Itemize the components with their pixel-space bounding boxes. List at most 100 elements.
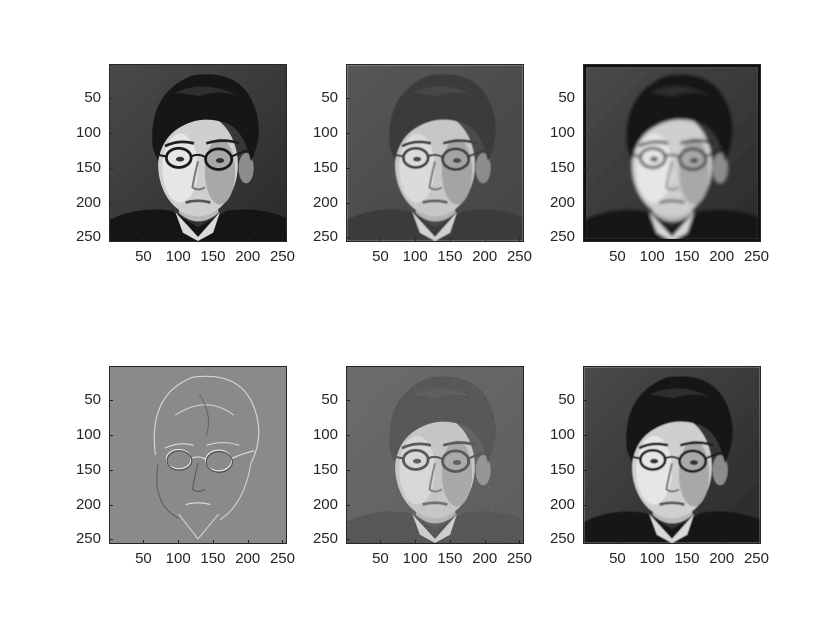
y-tick-mark bbox=[347, 400, 350, 402]
x-tick-label: 250 bbox=[506, 550, 532, 567]
portrait-image bbox=[110, 367, 286, 543]
x-tick-mark bbox=[143, 540, 145, 543]
x-tick-label: 150 bbox=[674, 248, 700, 265]
image-panel-blurred bbox=[583, 64, 761, 242]
x-tick-mark bbox=[178, 238, 180, 241]
y-tick-label: 150 bbox=[549, 460, 575, 478]
x-tick-mark bbox=[449, 238, 451, 241]
x-tick-label: 250 bbox=[269, 550, 295, 567]
portrait-image bbox=[584, 65, 760, 241]
x-tick-mark bbox=[721, 540, 723, 543]
y-tick-mark bbox=[347, 504, 350, 506]
image-panel-original bbox=[109, 64, 287, 242]
x-tick-label: 50 bbox=[609, 248, 626, 265]
y-tick-label: 250 bbox=[75, 530, 101, 548]
y-tick-mark bbox=[347, 539, 350, 541]
y-tick-label: 50 bbox=[84, 89, 101, 107]
x-tick-mark bbox=[212, 540, 214, 543]
x-tick-label: 50 bbox=[372, 248, 389, 265]
y-tick-mark bbox=[584, 202, 587, 204]
y-tick-label: 200 bbox=[75, 495, 101, 513]
x-tick-label: 250 bbox=[269, 248, 295, 265]
x-tick-label: 150 bbox=[437, 550, 463, 567]
y-tick-label: 100 bbox=[549, 124, 575, 142]
y-tick-label: 250 bbox=[312, 530, 338, 548]
portrait-image bbox=[584, 367, 760, 543]
portrait-image bbox=[110, 65, 286, 241]
y-tick-label: 200 bbox=[312, 193, 338, 211]
x-tick-mark bbox=[756, 238, 758, 241]
x-tick-label: 200 bbox=[235, 550, 261, 567]
y-tick-label: 150 bbox=[75, 158, 101, 176]
x-tick-mark bbox=[449, 540, 451, 543]
x-tick-label: 50 bbox=[135, 550, 152, 567]
y-tick-mark bbox=[110, 400, 113, 402]
y-tick-mark bbox=[584, 504, 587, 506]
x-tick-mark bbox=[484, 540, 486, 543]
y-tick-label: 200 bbox=[549, 193, 575, 211]
y-tick-mark bbox=[584, 469, 587, 471]
y-tick-mark bbox=[584, 237, 587, 239]
x-tick-mark bbox=[282, 540, 284, 543]
x-tick-label: 100 bbox=[402, 550, 428, 567]
y-tick-label: 250 bbox=[312, 228, 338, 246]
x-tick-mark bbox=[212, 238, 214, 241]
y-tick-mark bbox=[110, 237, 113, 239]
y-tick-label: 200 bbox=[549, 495, 575, 513]
x-tick-mark bbox=[415, 238, 417, 241]
y-tick-label: 50 bbox=[558, 391, 575, 409]
y-tick-mark bbox=[347, 469, 350, 471]
x-tick-mark bbox=[652, 238, 654, 241]
y-tick-label: 100 bbox=[549, 426, 575, 444]
y-tick-mark bbox=[347, 237, 350, 239]
x-tick-label: 150 bbox=[200, 550, 226, 567]
image-panel-restored bbox=[583, 366, 761, 544]
y-tick-mark bbox=[347, 167, 350, 169]
y-tick-label: 150 bbox=[312, 460, 338, 478]
y-tick-label: 100 bbox=[75, 124, 101, 142]
x-tick-mark bbox=[380, 540, 382, 543]
y-tick-label: 50 bbox=[558, 89, 575, 107]
y-tick-mark bbox=[584, 98, 587, 100]
x-tick-label: 100 bbox=[639, 550, 665, 567]
x-tick-mark bbox=[721, 238, 723, 241]
x-tick-label: 200 bbox=[472, 248, 498, 265]
x-tick-label: 100 bbox=[402, 248, 428, 265]
x-tick-mark bbox=[519, 238, 521, 241]
x-tick-label: 200 bbox=[235, 248, 261, 265]
y-tick-label: 150 bbox=[75, 460, 101, 478]
x-tick-label: 100 bbox=[165, 248, 191, 265]
y-tick-mark bbox=[110, 167, 113, 169]
y-tick-mark bbox=[347, 202, 350, 204]
x-tick-mark bbox=[380, 238, 382, 241]
y-tick-mark bbox=[110, 469, 113, 471]
x-tick-label: 250 bbox=[743, 248, 769, 265]
x-tick-label: 50 bbox=[135, 248, 152, 265]
x-tick-mark bbox=[686, 540, 688, 543]
y-tick-mark bbox=[584, 167, 587, 169]
y-tick-label: 50 bbox=[321, 391, 338, 409]
y-tick-label: 100 bbox=[75, 426, 101, 444]
x-tick-mark bbox=[617, 540, 619, 543]
x-tick-mark bbox=[178, 540, 180, 543]
y-tick-label: 250 bbox=[75, 228, 101, 246]
x-tick-mark bbox=[415, 540, 417, 543]
y-tick-label: 200 bbox=[75, 193, 101, 211]
x-tick-mark bbox=[282, 238, 284, 241]
y-tick-mark bbox=[584, 400, 587, 402]
portrait-image bbox=[347, 65, 523, 241]
y-tick-label: 100 bbox=[312, 124, 338, 142]
x-tick-label: 100 bbox=[165, 550, 191, 567]
image-panel-noisy bbox=[346, 366, 524, 544]
x-tick-mark bbox=[484, 238, 486, 241]
y-tick-label: 50 bbox=[84, 391, 101, 409]
x-tick-label: 50 bbox=[609, 550, 626, 567]
x-tick-label: 200 bbox=[709, 550, 735, 567]
x-tick-label: 150 bbox=[200, 248, 226, 265]
y-tick-mark bbox=[584, 435, 587, 437]
x-tick-mark bbox=[756, 540, 758, 543]
x-tick-label: 150 bbox=[674, 550, 700, 567]
y-tick-label: 150 bbox=[312, 158, 338, 176]
y-tick-mark bbox=[584, 539, 587, 541]
